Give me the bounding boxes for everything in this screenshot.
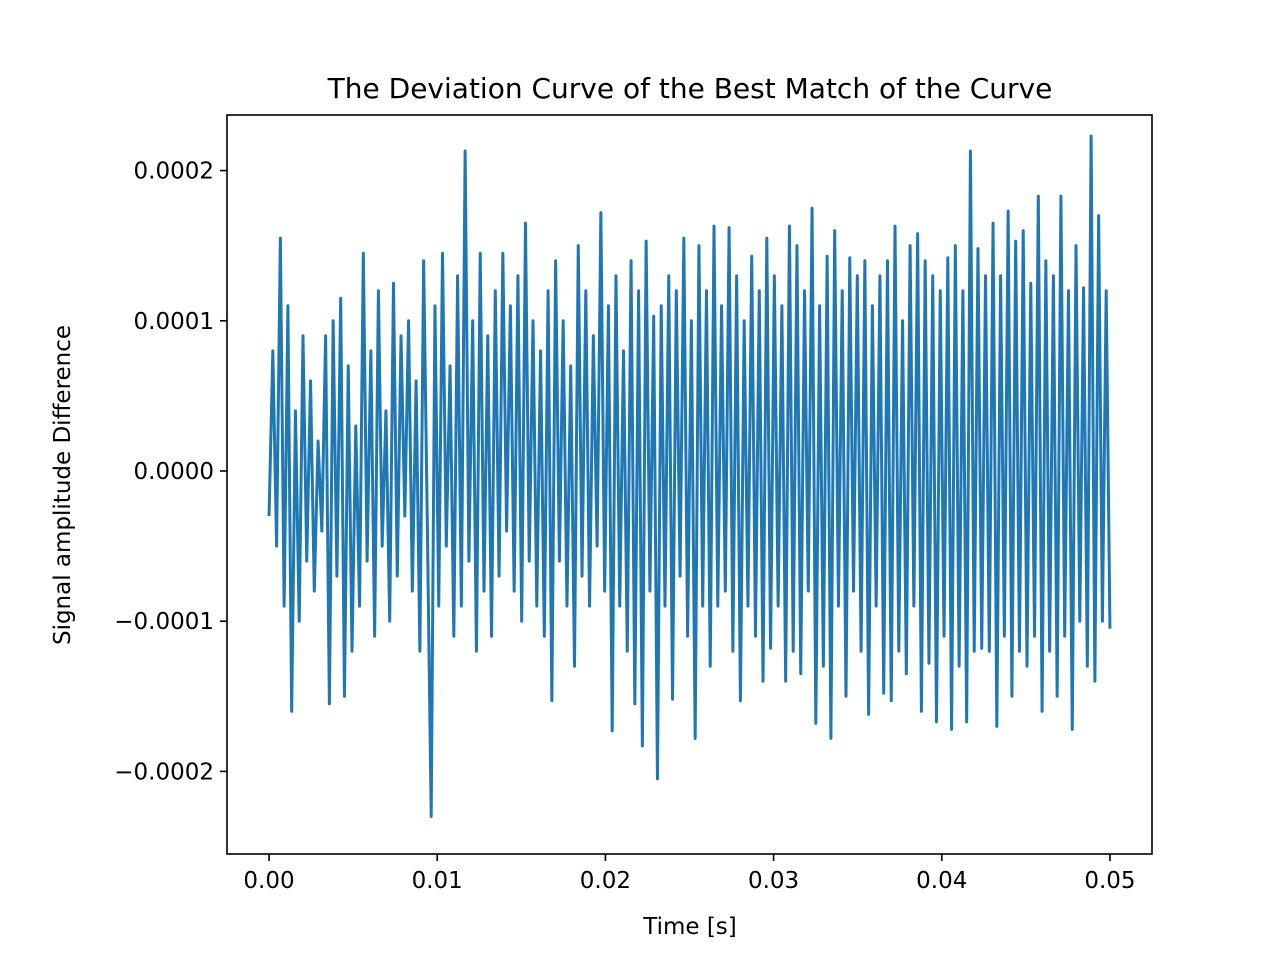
y-tick-label: −0.0001 xyxy=(114,609,214,635)
y-tick-label: −0.0002 xyxy=(114,759,214,785)
x-tick-label: 0.00 xyxy=(243,868,294,894)
x-tick-label: 0.01 xyxy=(412,868,463,894)
x-tick-label: 0.04 xyxy=(916,868,967,894)
series-layer xyxy=(267,134,1112,818)
x-tick-label: 0.02 xyxy=(580,868,631,894)
y-tick-label: 0.0001 xyxy=(134,309,214,335)
y-tick-label: 0.0002 xyxy=(134,159,214,185)
x-tick-label: 0.05 xyxy=(1084,868,1135,894)
x-axis-label: Time [s] xyxy=(642,914,737,940)
y-axis-label: Signal amplitude Difference xyxy=(50,325,76,645)
chart-title: The Deviation Curve of the Best Match of… xyxy=(327,72,1053,105)
plot-area xyxy=(226,114,1153,855)
x-axis: 0.00 0.01 0.02 0.03 0.04 0.05 xyxy=(243,854,1136,894)
series-line-0 xyxy=(267,134,1112,818)
axes-frame xyxy=(226,114,1153,855)
y-tick-label: 0.0000 xyxy=(134,459,214,485)
y-axis: −0.0002 −0.0001 0.0000 0.0001 0.0002 xyxy=(114,159,227,785)
x-tick-label: 0.03 xyxy=(748,868,799,894)
